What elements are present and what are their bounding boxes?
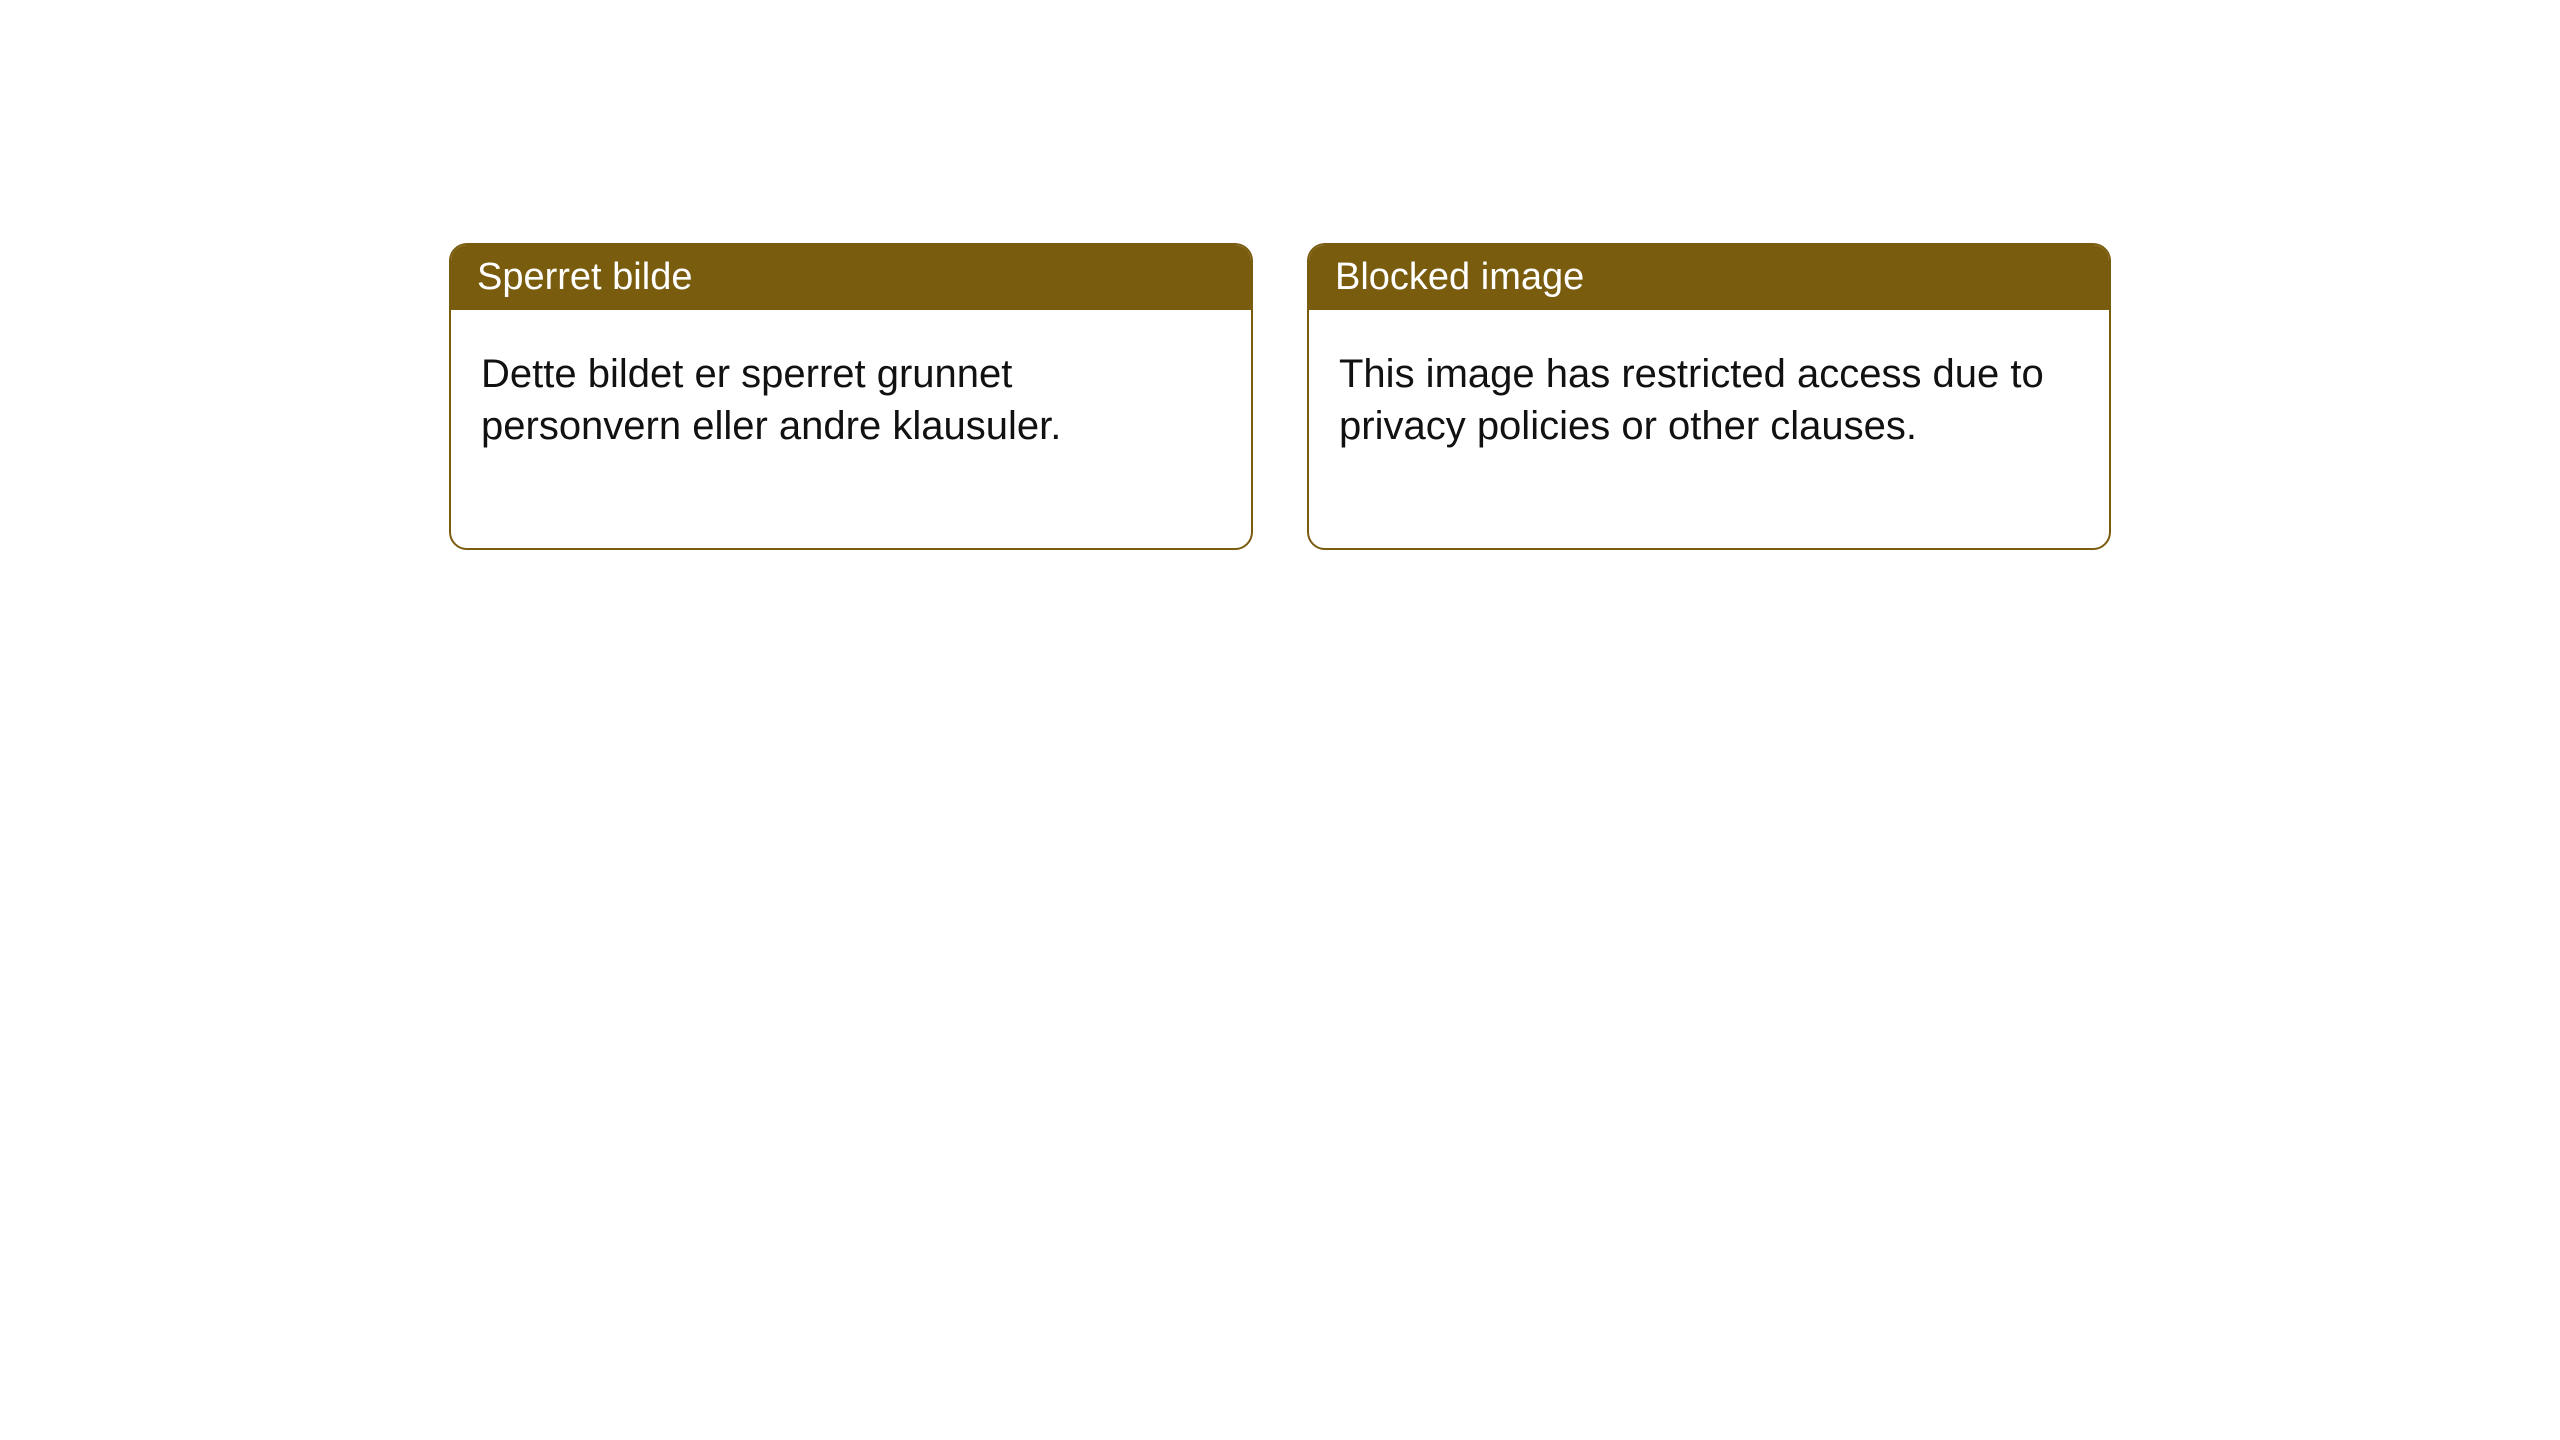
- card-title: Sperret bilde: [477, 256, 692, 298]
- card-body: Dette bildet er sperret grunnet personve…: [451, 310, 1251, 548]
- card-header: Blocked image: [1309, 245, 2109, 310]
- notice-card-english: Blocked image This image has restricted …: [1307, 243, 2111, 550]
- notice-card-norwegian: Sperret bilde Dette bildet er sperret gr…: [449, 243, 1253, 550]
- card-title: Blocked image: [1335, 256, 1584, 298]
- notice-cards-container: Sperret bilde Dette bildet er sperret gr…: [449, 243, 2111, 550]
- card-body-text: This image has restricted access due to …: [1339, 352, 2044, 448]
- card-body-text: Dette bildet er sperret grunnet personve…: [481, 352, 1061, 448]
- card-body: This image has restricted access due to …: [1309, 310, 2109, 548]
- card-header: Sperret bilde: [451, 245, 1251, 310]
